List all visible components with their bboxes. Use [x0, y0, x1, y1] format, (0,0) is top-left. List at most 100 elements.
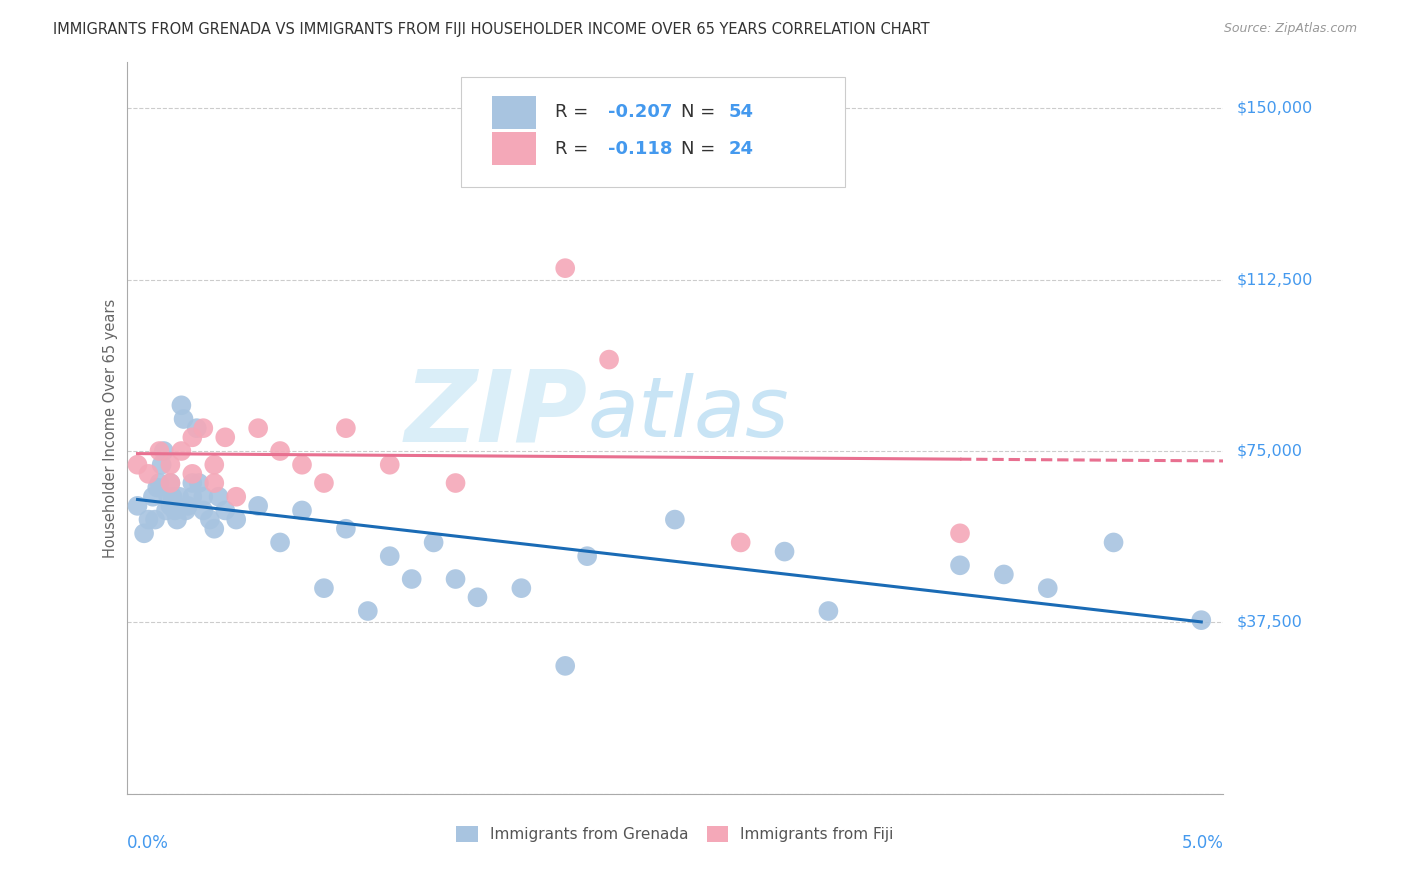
Point: [127, 458, 149, 472]
Point: [401, 572, 423, 586]
Point: [467, 591, 489, 605]
Point: [167, 490, 190, 504]
Point: [127, 499, 149, 513]
Point: [378, 458, 401, 472]
Point: [510, 581, 533, 595]
Point: [291, 503, 314, 517]
Text: $75,000: $75,000: [1236, 443, 1302, 458]
Point: [422, 535, 444, 549]
Text: R =: R =: [555, 103, 595, 121]
Point: [177, 499, 200, 513]
FancyBboxPatch shape: [492, 95, 536, 128]
Text: N =: N =: [682, 140, 721, 158]
Point: [181, 475, 204, 490]
Point: [202, 475, 225, 490]
Point: [949, 558, 972, 573]
Point: [291, 458, 314, 472]
Point: [193, 490, 215, 504]
Text: $150,000: $150,000: [1236, 101, 1313, 116]
Point: [174, 503, 197, 517]
Point: [142, 490, 165, 504]
Point: [150, 458, 173, 472]
Point: [817, 604, 839, 618]
Point: [247, 421, 270, 435]
Point: [202, 522, 225, 536]
Point: [444, 475, 467, 490]
Y-axis label: Householder Income Over 65 years: Householder Income Over 65 years: [103, 299, 118, 558]
Point: [181, 490, 204, 504]
Point: [773, 544, 796, 558]
FancyBboxPatch shape: [492, 132, 536, 165]
Text: Source: ZipAtlas.com: Source: ZipAtlas.com: [1223, 22, 1357, 36]
Point: [202, 458, 225, 472]
Point: [554, 658, 576, 673]
Text: atlas: atlas: [588, 373, 789, 454]
FancyBboxPatch shape: [461, 77, 845, 186]
Text: 54: 54: [728, 103, 754, 121]
Text: ZIP: ZIP: [404, 365, 588, 462]
Point: [162, 490, 184, 504]
Text: 24: 24: [728, 140, 754, 158]
Point: [138, 467, 160, 481]
Point: [576, 549, 599, 564]
Point: [166, 512, 188, 526]
Point: [1189, 613, 1212, 627]
Point: [444, 572, 467, 586]
Text: $37,500: $37,500: [1236, 615, 1302, 630]
Point: [181, 467, 204, 481]
Point: [214, 430, 236, 444]
Text: -0.207: -0.207: [607, 103, 672, 121]
Text: IMMIGRANTS FROM GRENADA VS IMMIGRANTS FROM FIJI HOUSEHOLDER INCOME OVER 65 YEARS: IMMIGRANTS FROM GRENADA VS IMMIGRANTS FR…: [53, 22, 929, 37]
Point: [312, 581, 335, 595]
Point: [148, 475, 170, 490]
Point: [335, 421, 357, 435]
Point: [159, 499, 181, 513]
Text: 0.0%: 0.0%: [127, 834, 169, 852]
Point: [335, 522, 357, 536]
Point: [155, 503, 177, 517]
Point: [159, 475, 181, 490]
Text: 5.0%: 5.0%: [1181, 834, 1223, 852]
Point: [269, 444, 291, 458]
Point: [181, 430, 204, 444]
Point: [312, 475, 335, 490]
Point: [949, 526, 972, 541]
Point: [198, 512, 221, 526]
Point: [187, 475, 209, 490]
Point: [214, 503, 236, 517]
Point: [157, 490, 180, 504]
Point: [143, 512, 166, 526]
Point: [186, 421, 208, 435]
Point: [664, 512, 686, 526]
Text: $112,500: $112,500: [1236, 272, 1313, 287]
Point: [193, 421, 215, 435]
Point: [247, 499, 270, 513]
Point: [159, 458, 181, 472]
Point: [208, 490, 231, 504]
Point: [132, 526, 155, 541]
Point: [269, 535, 291, 549]
Text: R =: R =: [555, 140, 600, 158]
Text: -0.118: -0.118: [607, 140, 672, 158]
Point: [153, 444, 176, 458]
Legend: Immigrants from Grenada, Immigrants from Fiji: Immigrants from Grenada, Immigrants from…: [450, 821, 900, 848]
Point: [357, 604, 380, 618]
Text: N =: N =: [682, 103, 721, 121]
Point: [598, 352, 620, 367]
Point: [1102, 535, 1125, 549]
Point: [146, 481, 169, 495]
Point: [554, 261, 576, 276]
Point: [730, 535, 752, 549]
Point: [378, 549, 401, 564]
Point: [1036, 581, 1059, 595]
Point: [163, 503, 186, 517]
Point: [173, 412, 195, 426]
Point: [159, 475, 181, 490]
Point: [225, 490, 247, 504]
Point: [138, 512, 160, 526]
Point: [225, 512, 247, 526]
Point: [170, 398, 193, 412]
Point: [170, 444, 193, 458]
Point: [993, 567, 1015, 582]
Point: [193, 503, 215, 517]
